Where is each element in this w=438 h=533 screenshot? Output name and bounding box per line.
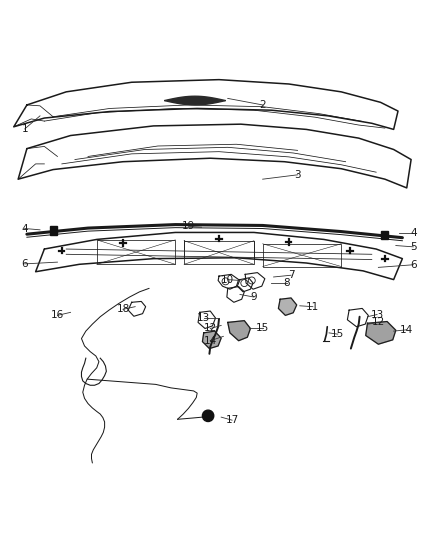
Bar	[49, 227, 57, 235]
Text: 14: 14	[204, 336, 217, 346]
Text: 14: 14	[400, 325, 413, 335]
Text: 2: 2	[259, 100, 266, 110]
Bar	[263, 244, 341, 266]
Text: 15: 15	[256, 324, 269, 334]
Polygon shape	[279, 298, 297, 316]
Text: 1: 1	[21, 124, 28, 134]
Text: 13: 13	[371, 310, 384, 319]
Text: 7: 7	[288, 270, 294, 280]
Text: 3: 3	[294, 170, 301, 180]
Text: 12: 12	[372, 317, 385, 327]
Text: 11: 11	[306, 302, 319, 312]
Text: 13: 13	[197, 313, 210, 323]
Text: 10: 10	[221, 274, 234, 285]
Text: 9: 9	[251, 292, 257, 302]
Circle shape	[202, 410, 214, 422]
Polygon shape	[366, 321, 396, 344]
Text: 4: 4	[21, 223, 28, 233]
Text: 18: 18	[117, 304, 130, 314]
Text: 17: 17	[226, 415, 239, 425]
Text: 16: 16	[51, 310, 64, 320]
Bar	[184, 241, 254, 264]
Text: 15: 15	[331, 329, 344, 339]
Text: 6: 6	[21, 259, 28, 269]
Polygon shape	[164, 96, 226, 105]
Bar	[97, 240, 175, 264]
Text: 5: 5	[410, 242, 417, 252]
Text: 12: 12	[204, 324, 217, 334]
Polygon shape	[228, 321, 251, 341]
Text: 6: 6	[410, 260, 417, 270]
Text: 19: 19	[182, 221, 195, 231]
Text: 8: 8	[283, 278, 290, 288]
Polygon shape	[202, 331, 221, 349]
Bar	[381, 231, 389, 239]
Text: 4: 4	[410, 228, 417, 238]
